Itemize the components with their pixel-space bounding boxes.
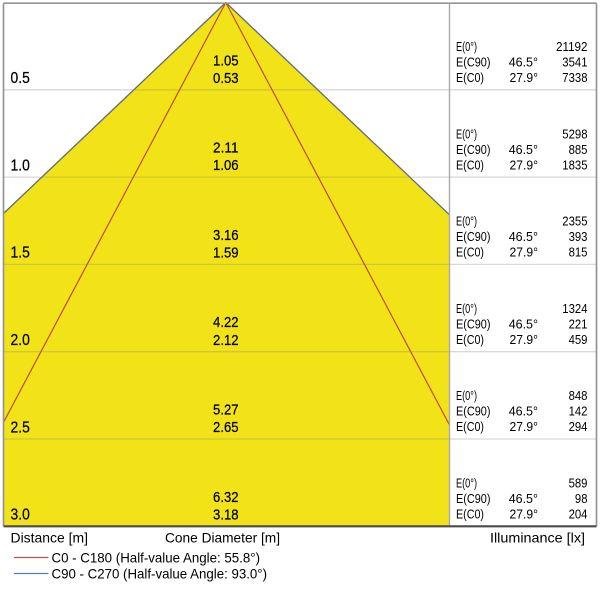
svg-text:E(C0): E(C0) <box>456 332 484 347</box>
svg-text:E(C90): E(C90) <box>456 229 491 244</box>
svg-text:1.05: 1.05 <box>213 52 239 69</box>
svg-text:E(C90): E(C90) <box>456 404 491 419</box>
svg-text:2.0: 2.0 <box>11 332 30 349</box>
svg-text:1.06: 1.06 <box>213 157 239 174</box>
svg-text:1324: 1324 <box>562 301 587 316</box>
svg-text:27.9°: 27.9° <box>510 419 539 434</box>
svg-text:E(C90): E(C90) <box>456 55 491 70</box>
svg-text:46.5°: 46.5° <box>509 404 538 419</box>
svg-text:885: 885 <box>569 142 588 157</box>
svg-text:27.9°: 27.9° <box>510 157 539 172</box>
svg-text:2.65: 2.65 <box>213 419 239 436</box>
svg-text:Cone Diameter [m]: Cone Diameter [m] <box>165 530 280 546</box>
svg-text:1.0: 1.0 <box>11 157 30 174</box>
svg-text:6.32: 6.32 <box>213 489 239 506</box>
svg-text:27.9°: 27.9° <box>510 245 539 260</box>
svg-text:4.22: 4.22 <box>213 314 239 331</box>
svg-text:98: 98 <box>575 491 588 506</box>
svg-text:27.9°: 27.9° <box>510 507 539 522</box>
svg-text:E(0°): E(0°) <box>456 476 477 491</box>
svg-text:E(C0): E(C0) <box>456 419 484 434</box>
svg-text:1.5: 1.5 <box>11 245 30 262</box>
svg-text:E(0°): E(0°) <box>456 214 477 229</box>
svg-text:2.11: 2.11 <box>213 140 239 157</box>
svg-text:C90 - C270 (Half-value Angle:: C90 - C270 (Half-value Angle: 93.0°) <box>52 566 268 582</box>
svg-text:142: 142 <box>569 404 588 419</box>
svg-text:2.5: 2.5 <box>11 419 30 436</box>
svg-text:393: 393 <box>569 229 588 244</box>
svg-text:459: 459 <box>569 332 588 347</box>
svg-text:46.5°: 46.5° <box>509 229 538 244</box>
svg-text:204: 204 <box>569 507 588 522</box>
svg-text:1835: 1835 <box>562 157 587 172</box>
svg-text:E(C0): E(C0) <box>456 245 484 260</box>
svg-text:E(0°): E(0°) <box>456 301 477 316</box>
svg-text:E(0°): E(0°) <box>456 39 477 54</box>
svg-text:815: 815 <box>569 245 588 260</box>
svg-text:221: 221 <box>569 316 588 331</box>
svg-text:5.27: 5.27 <box>213 402 239 419</box>
svg-text:E(C90): E(C90) <box>456 316 491 331</box>
svg-text:E(C90): E(C90) <box>456 491 491 506</box>
svg-text:46.5°: 46.5° <box>509 142 538 157</box>
svg-text:C0 - C180 (Half-value Angle: 5: C0 - C180 (Half-value Angle: 55.8°) <box>52 550 261 566</box>
svg-text:E(C0): E(C0) <box>456 70 484 85</box>
svg-text:848: 848 <box>569 388 588 403</box>
svg-text:E(0°): E(0°) <box>456 126 477 141</box>
svg-text:Illuminance [lx]: Illuminance [lx] <box>490 530 585 546</box>
svg-text:Distance [m]: Distance [m] <box>11 530 89 546</box>
svg-text:E(C90): E(C90) <box>456 142 491 157</box>
svg-text:E(C0): E(C0) <box>456 157 484 172</box>
svg-text:2.12: 2.12 <box>213 332 239 349</box>
svg-text:7338: 7338 <box>562 70 587 85</box>
svg-text:3.16: 3.16 <box>213 227 239 244</box>
svg-text:46.5°: 46.5° <box>509 55 538 70</box>
svg-text:294: 294 <box>569 419 588 434</box>
svg-text:3.18: 3.18 <box>213 506 239 523</box>
svg-text:E(0°): E(0°) <box>456 388 477 403</box>
svg-text:27.9°: 27.9° <box>510 70 539 85</box>
svg-text:21192: 21192 <box>556 39 588 54</box>
svg-text:3541: 3541 <box>562 55 587 70</box>
svg-text:27.9°: 27.9° <box>510 332 539 347</box>
svg-text:0.5: 0.5 <box>11 70 30 87</box>
svg-text:2355: 2355 <box>562 214 587 229</box>
svg-text:3.0: 3.0 <box>11 507 30 524</box>
svg-text:5298: 5298 <box>562 126 587 141</box>
svg-text:1.59: 1.59 <box>213 245 239 262</box>
svg-text:E(C0): E(C0) <box>456 507 484 522</box>
svg-text:46.5°: 46.5° <box>509 491 538 506</box>
svg-text:0.53: 0.53 <box>213 70 239 87</box>
svg-text:46.5°: 46.5° <box>509 316 538 331</box>
svg-text:589: 589 <box>569 476 588 491</box>
